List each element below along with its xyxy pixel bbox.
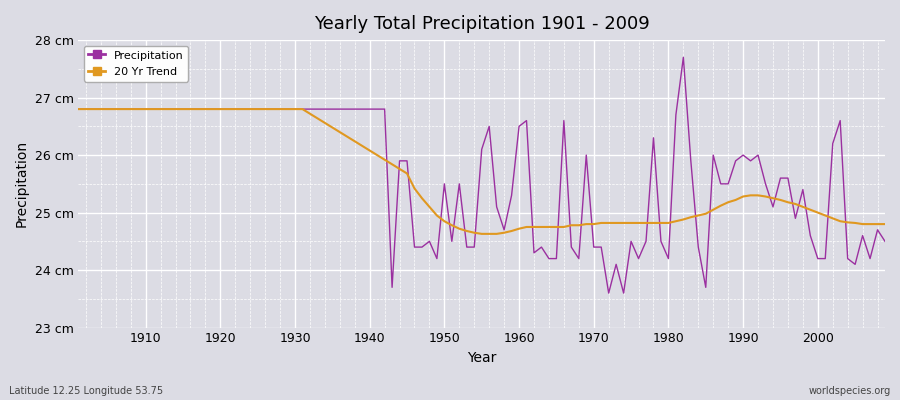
Text: Latitude 12.25 Longitude 53.75: Latitude 12.25 Longitude 53.75 <box>9 386 163 396</box>
Title: Yearly Total Precipitation 1901 - 2009: Yearly Total Precipitation 1901 - 2009 <box>314 15 650 33</box>
X-axis label: Year: Year <box>467 351 497 365</box>
Y-axis label: Precipitation: Precipitation <box>15 140 29 228</box>
Text: worldspecies.org: worldspecies.org <box>809 386 891 396</box>
Legend: Precipitation, 20 Yr Trend: Precipitation, 20 Yr Trend <box>84 46 188 82</box>
